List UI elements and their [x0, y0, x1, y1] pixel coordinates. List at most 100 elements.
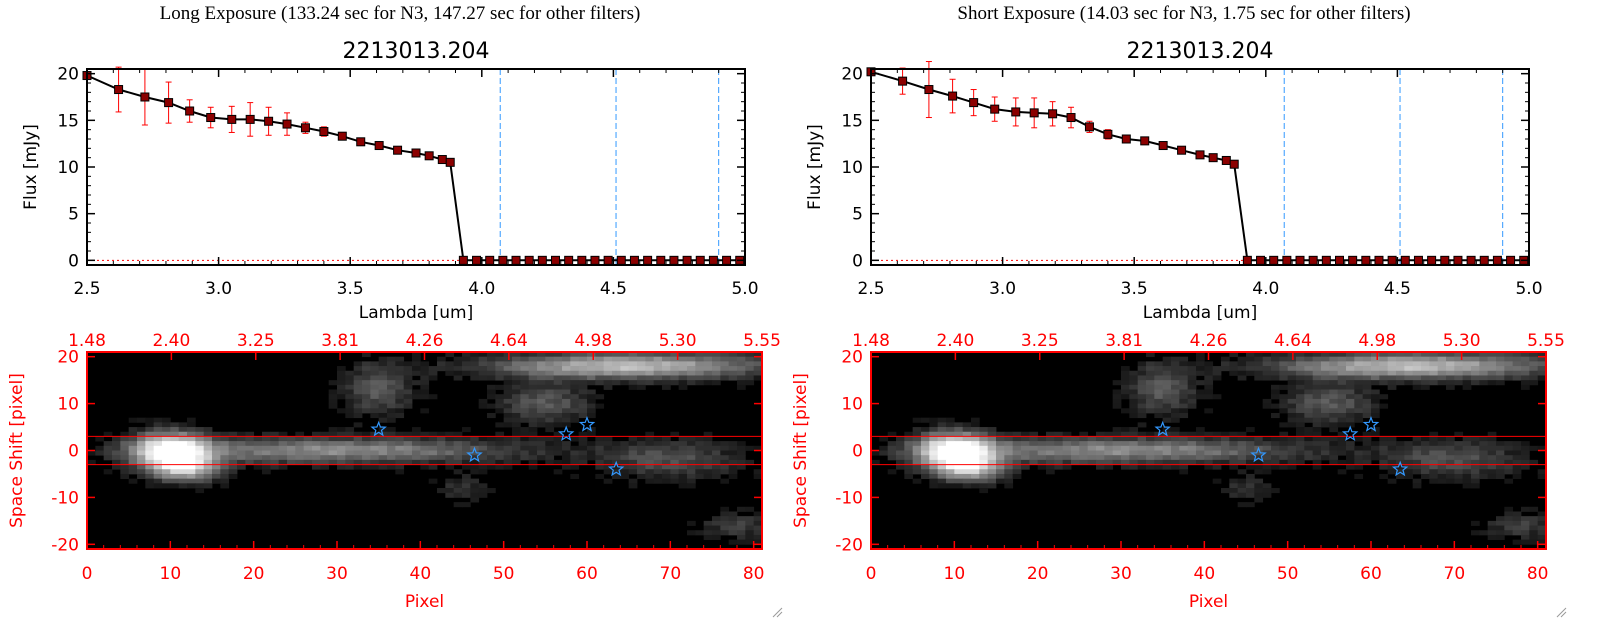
image-pixel: [570, 473, 580, 480]
image-pixel: [503, 398, 513, 404]
image-pixel: [445, 464, 455, 470]
image-pixel: [1162, 361, 1172, 367]
image-pixel: [1104, 459, 1114, 465]
image-pixel: [1454, 361, 1464, 367]
image-pixel: [487, 370, 496, 376]
image-pixel: [362, 455, 371, 461]
image-pixel: [1229, 459, 1239, 465]
image-pixel: [570, 352, 580, 358]
image-pixel: [370, 412, 380, 419]
image-pixel: [1404, 370, 1414, 376]
image-pixel: [553, 380, 563, 386]
image-pixel: [1271, 412, 1280, 419]
image-pixel: [512, 356, 521, 362]
image-pixel: [1171, 398, 1180, 404]
image-pixel: [1187, 459, 1197, 465]
image-pixel: [270, 441, 280, 447]
image-pixel: [578, 380, 588, 386]
image-pixel: [487, 436, 496, 442]
image-pixel: [737, 534, 746, 541]
image-pixel: [378, 366, 388, 372]
image-pixel: [520, 389, 530, 395]
image-pixel: [1429, 366, 1439, 372]
image-pixel: [1471, 352, 1480, 358]
image-pixel: [128, 455, 138, 461]
image-pixel: [1404, 450, 1414, 456]
image-pixel: [954, 464, 964, 470]
image-pixel: [662, 380, 671, 386]
image-pixel: [128, 450, 138, 456]
image-pixel: [1271, 352, 1280, 358]
data-point: [924, 85, 934, 95]
image-pixel: [537, 408, 546, 414]
image-pixel: [1112, 455, 1122, 461]
image-pixel: [620, 450, 630, 456]
image-pixel: [553, 394, 563, 400]
image-pixel: [1162, 375, 1172, 381]
image-pixel: [228, 459, 238, 465]
image-pixel: [695, 356, 705, 362]
image-pixel: [212, 445, 221, 451]
image-pixel: [537, 455, 546, 461]
image-pixel: [896, 464, 905, 470]
image-pixel: [562, 412, 571, 419]
image-pixel: [1421, 469, 1430, 475]
image-pixel: [1171, 455, 1180, 461]
image-pixel: [487, 352, 496, 358]
image-pixel: [178, 469, 188, 475]
resize-grip-icon[interactable]: [1555, 606, 1567, 618]
y-tick-label: 5: [68, 205, 79, 225]
image-pixel: [328, 459, 338, 465]
image-pixel: [1462, 356, 1472, 362]
image-pixel: [545, 455, 555, 461]
image-pixel: [1337, 384, 1347, 390]
image-pixel: [954, 473, 964, 480]
image-pixel: [1529, 530, 1539, 536]
image-pixel: [971, 483, 980, 489]
image-pixel: [378, 455, 388, 461]
image-pixel: [462, 464, 471, 470]
image-pixel: [637, 370, 646, 376]
image-pixel: [1112, 380, 1122, 386]
image-pixel: [203, 450, 213, 456]
image-pixel: [1287, 352, 1297, 358]
image-pixel: [1162, 459, 1172, 465]
image-pixel: [428, 464, 438, 470]
image-pixel: [478, 366, 488, 372]
image-pixel: [1246, 455, 1255, 461]
image-pixel: [395, 356, 405, 362]
image-pixel: [1287, 436, 1297, 442]
image-pixel: [403, 398, 413, 404]
image-pixel: [628, 361, 638, 367]
image-pixel: [370, 445, 380, 451]
image-pixel: [587, 445, 596, 451]
image-pixel: [954, 422, 964, 428]
image-pixel: [1354, 389, 1364, 395]
image-pixel: [653, 469, 663, 475]
image-pixel: [1304, 389, 1314, 395]
image-pixel: [1171, 427, 1180, 433]
image-pixel: [1312, 398, 1322, 404]
image-pixel: [345, 384, 355, 390]
image-pixel: [1479, 361, 1489, 367]
image-pixel: [595, 352, 605, 358]
resize-grip-icon[interactable]: [771, 606, 783, 618]
image-pixel: [1162, 384, 1172, 390]
image-pixel: [1537, 356, 1547, 362]
star-marker-icon: [370, 420, 387, 437]
data-point: [1177, 145, 1187, 155]
image-pixel: [578, 450, 588, 456]
image-pixel: [570, 384, 580, 390]
image-pixel: [395, 366, 405, 372]
x-tick-label: 3.5: [337, 279, 364, 299]
image-pixel: [1179, 464, 1189, 470]
image-pixel: [345, 375, 355, 381]
image-pixel: [1146, 384, 1155, 390]
image-pixel: [453, 492, 463, 498]
image-pixel: [962, 478, 972, 484]
image-pixel: [1204, 450, 1214, 456]
image-pixel: [545, 361, 555, 367]
image-pixel: [337, 427, 346, 433]
image-pixel: [637, 366, 646, 372]
